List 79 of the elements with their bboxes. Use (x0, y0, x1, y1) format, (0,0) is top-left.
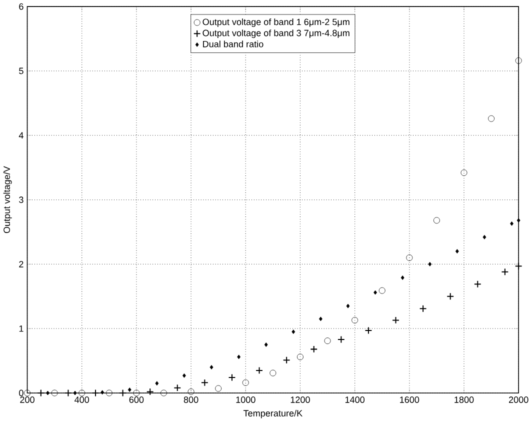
point (310, 346, 318, 354)
point (100, 390, 104, 395)
point (146, 388, 154, 396)
point (419, 305, 427, 313)
legend-label: Output voltage of band 3 7μm-4.8μm (202, 30, 350, 38)
point (352, 317, 358, 324)
y-axis-title: Output voltage/V (3, 166, 12, 234)
point (428, 262, 432, 267)
point (256, 366, 263, 374)
point (37, 389, 45, 397)
point (318, 316, 322, 322)
point (46, 390, 50, 396)
point (264, 342, 268, 348)
point (482, 235, 486, 240)
point (174, 384, 182, 392)
point (455, 249, 459, 254)
point (160, 390, 167, 396)
point (392, 316, 400, 324)
legend-label: Output voltage of band 1 6μm-2 5μm (202, 18, 350, 28)
point (460, 170, 468, 176)
point (106, 390, 112, 396)
point (92, 389, 100, 397)
x-tick-label: 1800 (454, 396, 474, 404)
point (297, 354, 304, 360)
point (133, 390, 140, 396)
point (516, 218, 520, 223)
point (292, 330, 296, 334)
legend-label: Dual band ratio (203, 40, 264, 48)
point (378, 288, 386, 294)
point (400, 276, 404, 280)
point (188, 388, 194, 396)
point (406, 254, 413, 262)
x-tick-label: 400 (74, 396, 90, 404)
point (215, 385, 222, 392)
point (270, 370, 276, 376)
x-tick-label: 800 (184, 396, 198, 404)
point (488, 116, 495, 122)
point (446, 292, 454, 300)
point (324, 338, 331, 344)
y-tick-label: 6 (19, 4, 24, 10)
y-tick-label: 0 (19, 390, 24, 396)
point (78, 390, 86, 396)
point (182, 374, 186, 378)
point (155, 381, 159, 386)
point (128, 388, 132, 392)
point (119, 389, 127, 397)
y-tick-label: 4 (18, 132, 24, 139)
x-axis-title: Temperature/K (243, 410, 302, 418)
point (210, 365, 214, 370)
point (228, 374, 236, 382)
point (200, 379, 208, 387)
point (51, 390, 58, 396)
x-tick-label: 1600 (400, 396, 420, 404)
point (514, 262, 522, 270)
x-tick-label: 600 (129, 396, 144, 404)
point (64, 389, 72, 397)
point (374, 290, 377, 295)
point (237, 354, 241, 360)
point (282, 356, 290, 364)
x-tick-label: 1000 (236, 396, 256, 404)
x-tick-label: 2000 (508, 396, 528, 404)
point (242, 380, 249, 386)
point (337, 336, 345, 344)
point (24, 390, 30, 396)
point (433, 217, 440, 224)
point (501, 268, 509, 276)
point (364, 326, 372, 334)
point (474, 280, 482, 288)
y-tick-label: 2 (19, 261, 24, 268)
x-tick-label: 200 (20, 396, 34, 404)
point (346, 304, 350, 308)
y-tick-label: 5 (19, 68, 24, 74)
x-tick-label: 1200 (290, 396, 310, 404)
point (515, 58, 522, 64)
point (510, 222, 514, 226)
x-tick-label: 1400 (345, 396, 365, 404)
y-tick-label: 1 (19, 326, 24, 332)
y-tick-label: 3 (19, 196, 24, 204)
point (73, 390, 77, 396)
